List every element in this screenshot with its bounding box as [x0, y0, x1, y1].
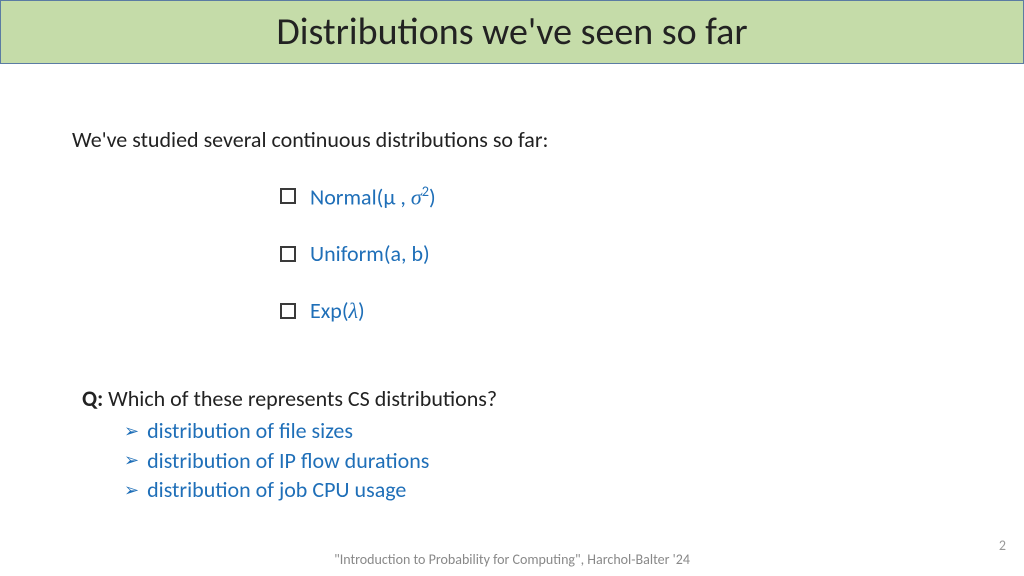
page-number: 2: [999, 537, 1006, 554]
distribution-list: Normal(µ , σ2) Uniform(a, b) Exp(λ): [280, 182, 436, 354]
list-item: ➢ distribution of IP flow durations: [124, 446, 497, 476]
arrow-icon: ➢: [124, 478, 139, 502]
title-bar: Distributions we've seen so far: [0, 0, 1024, 64]
slide-title: Distributions we've seen so far: [276, 9, 747, 55]
list-item: Normal(µ , σ2): [280, 182, 436, 210]
question-line: Q: Which of these represents CS distribu…: [82, 385, 497, 412]
question-label: Q:: [82, 385, 108, 412]
answer-list: ➢ distribution of file sizes ➢ distribut…: [124, 416, 497, 505]
question-text: Which of these represents CS distributio…: [108, 385, 497, 412]
footer-citation: "Introduction to Probability for Computi…: [0, 551, 1024, 568]
list-item: Exp(λ): [280, 297, 436, 324]
answer-text: distribution of IP flow durations: [147, 446, 429, 476]
distribution-label: Exp(λ): [310, 297, 365, 324]
intro-text: We've studied several continuous distrib…: [72, 126, 548, 153]
checkbox-icon: [280, 246, 296, 262]
answer-text: distribution of job CPU usage: [147, 475, 406, 505]
list-item: ➢ distribution of job CPU usage: [124, 475, 497, 505]
distribution-label: Normal(µ , σ2): [310, 182, 436, 210]
distribution-label: Uniform(a, b): [310, 240, 430, 267]
checkbox-icon: [280, 188, 296, 204]
list-item: ➢ distribution of file sizes: [124, 416, 497, 446]
question-block: Q: Which of these represents CS distribu…: [82, 385, 497, 505]
arrow-icon: ➢: [124, 419, 139, 443]
answer-text: distribution of file sizes: [147, 416, 353, 446]
checkbox-icon: [280, 303, 296, 319]
arrow-icon: ➢: [124, 448, 139, 472]
list-item: Uniform(a, b): [280, 240, 436, 267]
